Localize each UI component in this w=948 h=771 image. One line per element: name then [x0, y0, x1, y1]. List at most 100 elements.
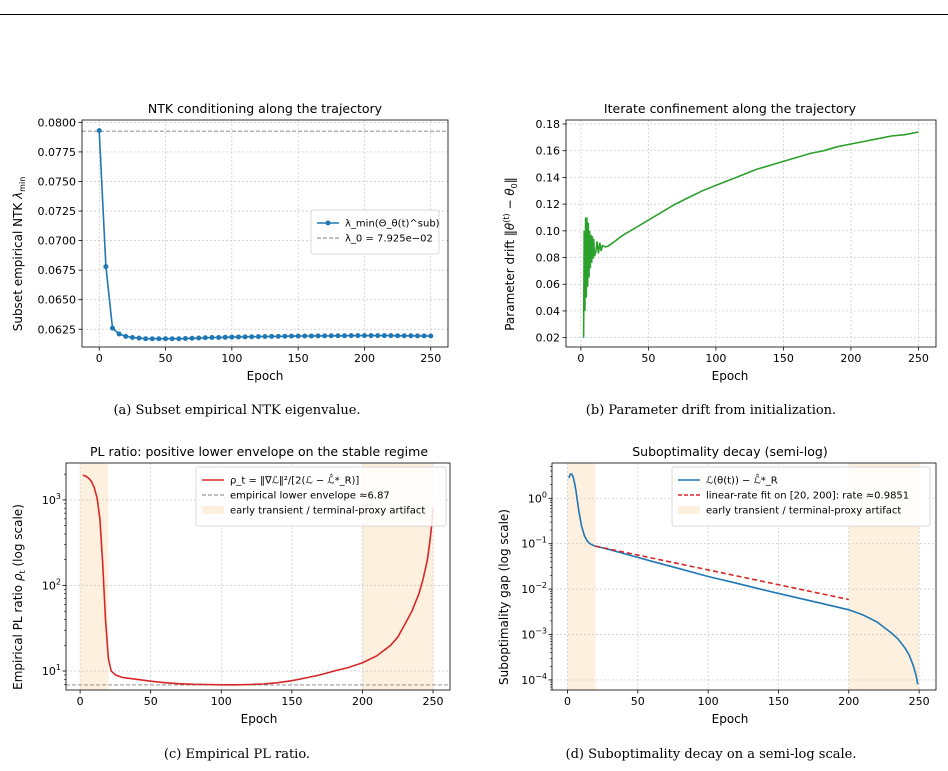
legend-marker [325, 220, 331, 226]
data-point [182, 335, 188, 341]
series-line [82, 474, 434, 686]
y-tick-label: 0.0750 [38, 175, 77, 188]
chart-c-xlabel: Epoch [241, 712, 278, 726]
y-tick-label: 0.0700 [38, 235, 77, 248]
chart-b-ylabel: Parameter drift ‖θ(t) − θ0‖ [502, 177, 519, 331]
panel-c: 0 50 100 150 200 250 101 102 103 ρ_t = ‖∇ℒ‖²/[2(ℒ… [0, 433, 474, 733]
x-tick-label: 100 [705, 352, 726, 365]
data-point [110, 325, 115, 331]
x-tick-label: 100 [698, 695, 719, 708]
data-point [269, 333, 275, 339]
chart-a-title: NTK conditioning along the trajectory [148, 101, 383, 116]
y-tick-label: 10−4 [521, 672, 547, 687]
x-tick-label: 250 [908, 352, 929, 365]
data-point [282, 333, 288, 339]
series-line [582, 131, 919, 338]
legend-label: empirical lower envelope ≈6.87 [230, 491, 390, 502]
data-point [295, 333, 301, 339]
data-point [235, 334, 241, 340]
y-tick-label: 0.06 [536, 278, 561, 291]
data-point [189, 335, 195, 341]
data-point [103, 264, 109, 270]
caption-b: (b) Parameter drift from initialization. [585, 403, 837, 418]
y-tick-label: 0.18 [536, 118, 561, 131]
data-point [116, 331, 122, 337]
data-point [428, 333, 434, 339]
legend-label: early transient / terminal-proxy artifac… [230, 506, 425, 517]
panel-d: 0 50 100 150 200 250 10−4 10−3 10−2 10−1 100 ℒ(θ(t)… [474, 433, 948, 733]
chart-d-plot: 0 50 100 150 200 250 10−4 10−3 10−2 10−1 100 ℒ(θ(t)… [521, 462, 937, 708]
x-tick-label: 0 [577, 352, 584, 365]
y-tick-label: 0.0800 [38, 116, 77, 129]
caption-a: (a) Subset empirical NTK eigenvalue. [113, 403, 361, 418]
data-point [123, 333, 129, 339]
x-tick-label: 0 [564, 695, 571, 708]
x-tick-label: 100 [221, 352, 242, 365]
data-point [355, 333, 361, 339]
x-tick-label: 250 [909, 695, 930, 708]
data-point [388, 333, 394, 339]
plot-frame [81, 119, 449, 348]
panel-a: 0 50 100 150 200 250 0.0625 0.0650 0.0675 0.0700 0… [0, 90, 474, 390]
data-point [249, 334, 255, 340]
y-tick-label: 0.02 [536, 332, 561, 345]
data-point [202, 335, 208, 341]
data-point [129, 335, 135, 341]
chart-c-title: PL ratio: positive lower envelope on the… [90, 444, 428, 459]
caption-c: (c) Empirical PL ratio. [163, 747, 311, 762]
x-tick-label: 250 [423, 695, 444, 708]
x-tick-label: 0 [96, 352, 103, 365]
shaded-region [567, 463, 596, 690]
chart-a-svg: 0 50 100 150 200 250 0.0625 0.0650 0.0675 0.0700 0… [11, 101, 449, 383]
legend-label: ℒ(θ(t)) − ℒ̂*_R [706, 473, 778, 487]
y-tick-label: 0.12 [536, 198, 561, 211]
y-tick-label: 0.04 [536, 305, 561, 318]
y-tick-label: 10−2 [521, 581, 547, 596]
legend-patch [678, 506, 700, 514]
plot-frame [65, 462, 451, 691]
y-tick-label: 0.08 [536, 252, 561, 265]
data-point [196, 335, 202, 341]
x-tick-label: 200 [354, 352, 375, 365]
x-tick-label: 0 [77, 695, 84, 708]
chart-d-title: Suboptimality decay (semi-log) [632, 444, 828, 459]
legend-label: ρ_t = ‖∇ℒ‖²/[2(ℒ − ℒ̂*_R)] [230, 473, 359, 487]
data-point [169, 336, 175, 342]
chart-c-svg: 0 50 100 150 200 250 101 102 103 ρ_t = ‖∇ℒ‖²/[2(ℒ… [11, 444, 451, 726]
legend-label: λ_0 = 7.925e−02 [345, 234, 433, 245]
data-point [156, 336, 162, 342]
data-point [149, 336, 155, 342]
chart-c-ylabel: Empirical PL ratio ρt (log scale) [11, 504, 27, 690]
data-point [322, 333, 328, 339]
data-point [216, 335, 222, 341]
y-tick-label: 0.0675 [38, 264, 77, 277]
data-point [342, 333, 348, 339]
y-tick-label: 0.0650 [38, 294, 77, 307]
chart-a-plot: 0 50 100 150 200 250 0.0625 0.0650 0.0675 0.0700 0… [38, 116, 449, 365]
data-point [381, 333, 387, 339]
data-point [361, 333, 367, 339]
y-tick-label: 0.14 [536, 171, 561, 184]
x-tick-label: 200 [838, 695, 859, 708]
data-point [222, 334, 228, 340]
legend-label: λ_min(Θ_θ(t)^sub) [345, 219, 440, 230]
x-tick-label: 50 [144, 695, 158, 708]
legend: ρ_t = ‖∇ℒ‖²/[2(ℒ − ℒ̂*_R)] empirical lowe… [195, 466, 447, 527]
data-point [302, 333, 308, 339]
data-point [262, 333, 268, 339]
chart-a-ylabel: Subset empirical NTK λmin [11, 177, 27, 332]
data-point [348, 333, 354, 339]
series-line [568, 473, 919, 685]
x-tick-label: 150 [768, 695, 789, 708]
data-point [335, 333, 341, 339]
legend-label: early transient / terminal-proxy artifac… [706, 506, 901, 517]
plot-frame [565, 119, 937, 348]
data-point [421, 333, 427, 339]
x-tick-label: 50 [159, 352, 173, 365]
x-tick-label: 200 [840, 352, 861, 365]
chart-a-xlabel: Epoch [247, 369, 284, 383]
data-point [289, 333, 295, 339]
series-line [595, 545, 849, 601]
chart-b-svg: 0 50 100 150 200 250 0.02 0.04 0.06 0.08 0.10 0.12 0… [502, 101, 937, 383]
x-tick-label: 100 [211, 695, 232, 708]
